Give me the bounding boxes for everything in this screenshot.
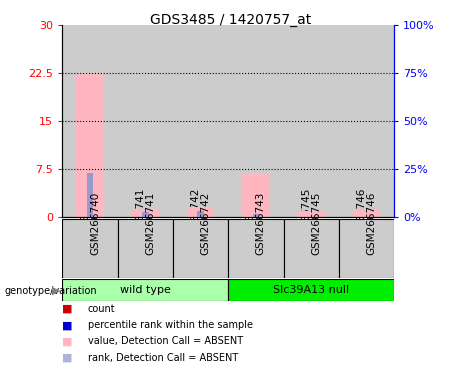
Text: ■: ■ bbox=[62, 336, 73, 346]
Bar bbox=[118, 219, 173, 278]
Bar bbox=[253, 214, 259, 217]
Text: ■: ■ bbox=[62, 353, 73, 362]
Bar bbox=[339, 25, 394, 217]
Bar bbox=[197, 210, 204, 217]
Bar bbox=[353, 209, 380, 217]
Text: rank, Detection Call = ABSENT: rank, Detection Call = ABSENT bbox=[88, 353, 238, 362]
Bar bbox=[173, 25, 228, 217]
Text: GSM266743: GSM266743 bbox=[256, 192, 266, 255]
Text: ■: ■ bbox=[62, 304, 73, 314]
Text: GSM266742: GSM266742 bbox=[201, 192, 211, 255]
Text: count: count bbox=[88, 304, 115, 314]
Bar bbox=[187, 207, 214, 217]
Text: GSM266745: GSM266745 bbox=[311, 192, 321, 255]
Text: GSM266741: GSM266741 bbox=[145, 192, 155, 255]
Text: percentile rank within the sample: percentile rank within the sample bbox=[88, 320, 253, 330]
Text: genotype/variation: genotype/variation bbox=[5, 286, 97, 296]
Bar bbox=[242, 174, 270, 217]
Bar bbox=[62, 219, 118, 278]
Text: GSM266740: GSM266740 bbox=[90, 192, 100, 255]
Bar bbox=[228, 25, 284, 217]
Text: ▶: ▶ bbox=[53, 286, 61, 296]
Bar bbox=[76, 73, 104, 217]
Bar bbox=[62, 25, 118, 217]
Text: GDS3485 / 1420757_at: GDS3485 / 1420757_at bbox=[150, 13, 311, 27]
Text: value, Detection Call = ABSENT: value, Detection Call = ABSENT bbox=[88, 336, 242, 346]
Text: ■: ■ bbox=[62, 320, 73, 330]
Bar bbox=[118, 25, 173, 217]
Bar bbox=[297, 210, 325, 217]
Text: wild type: wild type bbox=[120, 285, 171, 295]
Bar bbox=[284, 219, 339, 278]
Bar bbox=[284, 25, 339, 217]
Bar bbox=[339, 219, 394, 278]
Text: GSM266746: GSM266746 bbox=[366, 192, 377, 255]
Bar bbox=[228, 219, 284, 278]
Bar bbox=[131, 209, 159, 217]
Text: Slc39A13 null: Slc39A13 null bbox=[273, 285, 349, 295]
Bar bbox=[62, 279, 228, 301]
Bar bbox=[228, 279, 394, 301]
Bar bbox=[142, 212, 148, 217]
Bar bbox=[173, 219, 228, 278]
Bar bbox=[87, 174, 93, 217]
